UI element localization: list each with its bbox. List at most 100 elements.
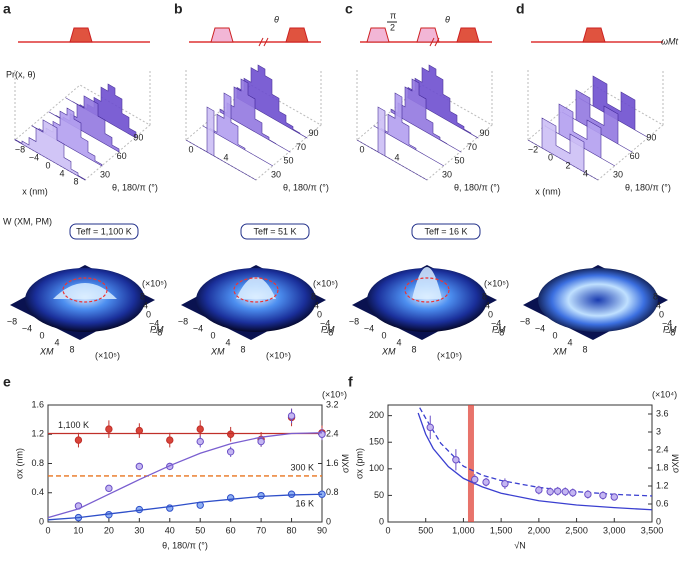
pulse — [416, 27, 440, 43]
pulse — [69, 27, 93, 43]
x-tick-label: 3,500 — [641, 525, 664, 535]
scale-label: (×10⁵) — [95, 350, 120, 360]
data-point — [501, 480, 509, 488]
pm-tick-label: 8 — [653, 291, 658, 301]
y-tick-label: 0 — [39, 516, 44, 526]
theta-axis-label: θ, 180/π (°) — [112, 182, 158, 192]
xm-tick-label: −4 — [364, 323, 374, 333]
data-point — [105, 484, 113, 493]
xm-tick-label: 0 — [381, 330, 386, 340]
pm-tick-label: 8 — [311, 291, 316, 301]
data-point — [196, 437, 204, 446]
y-tick-label: 50 — [374, 490, 384, 500]
x-axis-label: √N — [514, 540, 525, 550]
y-tick-label: 1.6 — [31, 399, 44, 409]
pm-tick-label: 0 — [659, 309, 664, 319]
pm-tick-label: 4 — [485, 300, 490, 310]
pm-tick-label: −4 — [320, 318, 330, 328]
series-label: 1,100 K — [58, 420, 89, 430]
data-point — [482, 478, 490, 486]
data-point — [584, 490, 592, 499]
plot-frame — [387, 404, 653, 523]
y-tick-label: 0.8 — [31, 458, 44, 468]
histogram-slice — [390, 78, 462, 153]
wigner-surface — [367, 268, 487, 332]
xm-label: XM — [552, 346, 567, 356]
x-tick-label: 70 — [256, 525, 266, 535]
pulse-fraction-den: 2 — [390, 22, 395, 32]
pulse — [210, 27, 234, 43]
x-axis-label: x (nm) — [535, 186, 561, 196]
pm-tick-label: 8 — [482, 291, 487, 301]
line — [417, 412, 653, 511]
y-axis-label: σx (pm) — [354, 448, 364, 479]
pulse — [285, 27, 309, 43]
x-tick-label: 3,000 — [603, 525, 626, 535]
y-tick-label: 0 — [379, 516, 384, 526]
panel-label: c — [345, 1, 353, 17]
y2-tick-label: 0.8 — [326, 487, 339, 497]
y-axis-label: σx (nm) — [14, 448, 24, 479]
line — [419, 407, 653, 497]
theta-tick-label: 90 — [133, 133, 143, 143]
x-tick-label: 0 — [385, 525, 390, 535]
x-tick-label: 4 — [59, 168, 64, 178]
xm-tick-label: −8 — [178, 316, 188, 326]
pm-tick-label: 4 — [143, 300, 148, 310]
theta-tick-label: 90 — [309, 128, 319, 138]
x-tick-label: 2,500 — [565, 525, 588, 535]
x-tick-label: 40 — [165, 525, 175, 535]
y2-tick-label: 0 — [326, 516, 331, 526]
xm-tick-label: −4 — [22, 323, 32, 333]
xm-tick-label: 4 — [567, 337, 572, 347]
pm-tick-label: 0 — [317, 309, 322, 319]
wigner-surface — [25, 268, 145, 332]
histogram-slice — [185, 106, 257, 181]
pm-tick-label: −8 — [152, 327, 162, 337]
x-tick-label: 0 — [548, 152, 553, 162]
pulse-label: θ — [274, 14, 279, 24]
pr-label: Pr(x, θ) — [6, 69, 36, 79]
xm-label: XM — [210, 346, 225, 356]
xm-tick-label: −4 — [535, 323, 545, 333]
histogram-slice — [407, 64, 479, 139]
y2-tick-label: 3 — [656, 426, 661, 436]
wigner-surface — [196, 268, 316, 332]
histogram-slice — [544, 103, 616, 167]
x-tick-label: 0 — [45, 160, 50, 170]
pm-label: PM — [492, 324, 506, 334]
y2-tick-label: 0 — [656, 516, 661, 526]
scale-label: (×10⁵) — [437, 350, 462, 360]
data-point — [318, 430, 326, 438]
xm-tick-label: 4 — [225, 337, 230, 347]
theta-tick-label: 90 — [646, 133, 656, 143]
wigner-peak — [53, 283, 117, 299]
theta-tick-label: 30 — [100, 169, 110, 179]
xm-tick-label: 0 — [39, 330, 44, 340]
histogram-slice — [527, 117, 599, 181]
temp-box — [69, 223, 139, 240]
histogram-slice — [219, 78, 291, 153]
xm-tick-label: 4 — [396, 337, 401, 347]
series-label: 16 K — [295, 499, 314, 509]
w-label: W (XM, PM) — [3, 216, 52, 226]
data-point — [569, 489, 577, 497]
xm-tick-label: 0 — [210, 330, 215, 340]
panel-label: b — [174, 1, 183, 17]
y2-axis-label: σXM — [340, 454, 350, 473]
x-tick-label: 60 — [226, 525, 236, 535]
data-point — [610, 493, 618, 501]
wigner-surface — [538, 268, 658, 332]
data-point — [426, 423, 434, 432]
temperature-label: Teff = 16 K — [424, 226, 467, 236]
y2-tick-label: 1.8 — [656, 462, 669, 472]
histogram-slice — [14, 119, 86, 181]
data-point — [226, 430, 235, 438]
pulse — [582, 27, 606, 43]
panel-label: d — [516, 1, 525, 17]
pm-tick-label: 4 — [656, 300, 661, 310]
x-tick-label: 90 — [317, 525, 327, 535]
xm-tick-label: 8 — [411, 344, 416, 354]
x-tick-label: 2,000 — [528, 525, 551, 535]
